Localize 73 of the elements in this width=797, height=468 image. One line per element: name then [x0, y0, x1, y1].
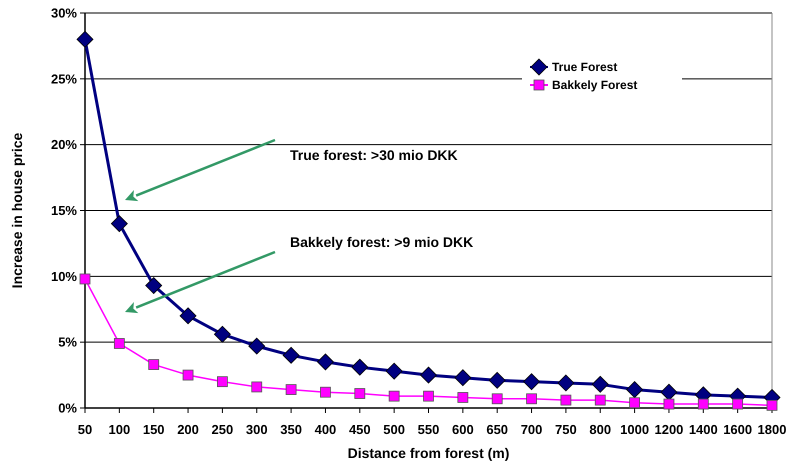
point	[317, 354, 334, 370]
point	[457, 392, 468, 403]
x-tick-label: 1400	[688, 422, 718, 437]
point	[145, 277, 162, 294]
point	[558, 374, 574, 392]
point	[251, 382, 262, 392]
point	[182, 370, 194, 380]
x-tick-label: 150	[142, 422, 165, 437]
annotation: Bakkely forest: >9 mio DKK	[290, 234, 474, 250]
x-tick-label: 50	[78, 422, 92, 437]
y-tick-label: 30%	[50, 6, 78, 21]
x-tick-label: 300	[246, 422, 268, 437]
point	[626, 381, 643, 398]
x-tick-label: 1800	[758, 422, 786, 437]
point	[110, 215, 128, 232]
y-tick-label: 10%	[50, 268, 78, 284]
annotation: True forest: >30 mio DKK	[290, 147, 458, 163]
point	[180, 307, 196, 324]
x-tick-label: 750	[555, 422, 577, 437]
x-tick-label: 200	[177, 422, 199, 437]
point	[766, 400, 778, 411]
y-tick-label: 0%	[58, 400, 78, 416]
x-tick-label: 1000	[620, 422, 650, 437]
point	[454, 369, 472, 386]
point	[282, 346, 300, 364]
point	[594, 394, 606, 406]
y-tick-label: 5%	[58, 334, 78, 350]
x-tick-label: 650	[486, 422, 508, 437]
point	[217, 376, 228, 388]
point	[560, 394, 572, 406]
x-tick-label: 1200	[654, 422, 684, 437]
point	[523, 373, 540, 390]
point	[114, 338, 125, 349]
point	[664, 398, 674, 410]
point	[286, 384, 296, 395]
x-tick-label: 600	[452, 422, 474, 437]
point	[214, 326, 231, 343]
y-tick-label: 25%	[50, 71, 78, 86]
point	[423, 390, 434, 402]
x-tick-label: 700	[520, 422, 542, 437]
x-tick-label: 800	[589, 422, 612, 437]
x-tick-label: 550	[418, 422, 440, 437]
point	[488, 372, 506, 389]
point	[732, 398, 744, 410]
x-tick-label: 400	[314, 422, 336, 437]
point	[660, 384, 678, 401]
point	[388, 390, 400, 402]
point	[386, 362, 403, 380]
point	[248, 338, 266, 355]
x-tick-label: 250	[212, 422, 234, 437]
legend-label: True Forest	[552, 60, 618, 74]
x-tick-label: 500	[383, 422, 405, 437]
x-tick-label: 1600	[723, 422, 752, 437]
point	[420, 366, 437, 384]
point	[526, 393, 537, 404]
point	[148, 359, 160, 370]
point	[76, 30, 94, 48]
point	[351, 358, 368, 376]
x-tick-label: 100	[108, 422, 130, 437]
point	[492, 393, 503, 404]
point	[592, 376, 609, 393]
point	[320, 386, 331, 398]
legend-label: Bakkely Forest	[552, 78, 638, 92]
point	[80, 274, 90, 284]
y-axis-title: Increase in house price	[9, 132, 25, 288]
point	[698, 398, 709, 410]
point	[354, 388, 366, 399]
x-axis-title: Distance from forest (m)	[348, 445, 510, 461]
x-tick-label: 350	[280, 422, 302, 437]
x-tick-label: 450	[348, 422, 371, 437]
y-tick-label: 20%	[50, 137, 78, 152]
point	[629, 397, 640, 408]
y-tick-label: 15%	[50, 203, 78, 218]
